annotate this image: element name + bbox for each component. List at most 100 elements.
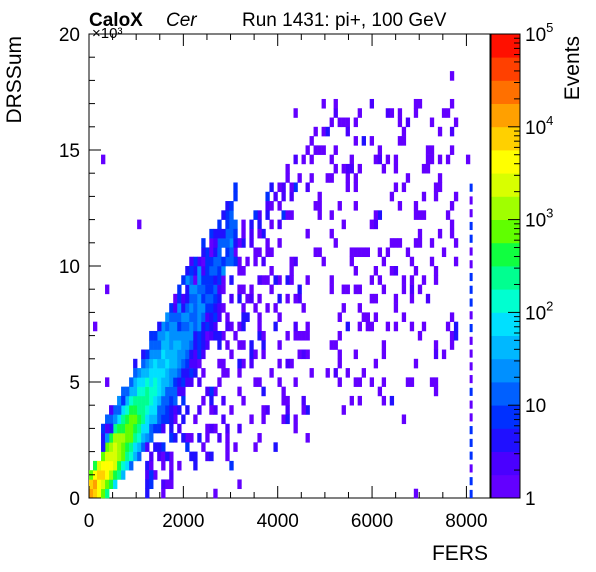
heatmap-cell: [189, 303, 194, 313]
heatmap-cell: [369, 275, 375, 285]
heatmap-cell: [161, 377, 166, 387]
heatmap-cell: [309, 368, 314, 378]
heatmap-cell: [213, 293, 218, 304]
heatmap-cell: [169, 377, 174, 387]
heatmap-cell: [201, 349, 206, 360]
heatmap-cell: [277, 201, 282, 211]
heatmap-cell: [429, 117, 435, 128]
color-scale-segment: [491, 382, 520, 406]
heatmap-cell: [141, 423, 146, 434]
heatmap-cell: [117, 405, 122, 415]
heatmap-cell: [161, 340, 166, 350]
heatmap-cell: [93, 460, 98, 471]
heatmap-cell: [341, 284, 346, 295]
heatmap-cell: [153, 442, 158, 452]
heatmap-cell: [129, 423, 134, 434]
heatmap-cell: [401, 182, 407, 193]
heatmap-cell: [121, 414, 126, 425]
heatmap-cell: [285, 405, 290, 415]
heatmap-cell: [133, 368, 138, 378]
saturation-cell: [469, 477, 473, 486]
heatmap-cell: [349, 395, 354, 406]
heatmap-cell: [169, 303, 174, 313]
heatmap-cell: [445, 154, 451, 165]
heatmap-cell: [157, 340, 162, 350]
heatmap-cell: [369, 321, 375, 332]
saturation-cell: [469, 298, 473, 307]
heatmap-cell: [265, 275, 270, 285]
heatmap-cell: [421, 191, 427, 202]
heatmap-cell: [297, 330, 302, 341]
title-left-sub: Cer: [166, 10, 197, 31]
heatmap-cell: [313, 247, 318, 258]
heatmap-cell: [165, 395, 170, 406]
heatmap-cell: [177, 349, 182, 360]
heatmap-cell: [185, 275, 190, 285]
heatmap-cell: [369, 98, 375, 109]
heatmap-cell: [141, 349, 146, 360]
heatmap-cell: [377, 247, 383, 258]
heatmap-cell: [141, 442, 146, 452]
heatmap-cell: [189, 368, 194, 378]
heatmap-cell: [333, 368, 338, 378]
saturation-cell: [469, 324, 473, 333]
heatmap-cell: [229, 201, 234, 211]
heatmap-cell: [369, 219, 375, 230]
heatmap-cell: [321, 126, 326, 137]
heatmap-cell: [185, 266, 190, 276]
heatmap-cell: [145, 414, 150, 425]
heatmap-cell: [397, 238, 403, 248]
heatmap-cell: [241, 395, 246, 406]
heatmap-cell: [209, 275, 214, 285]
heatmap-cell: [217, 228, 222, 239]
heatmap-cell: [265, 210, 270, 220]
heatmap-cell: [137, 219, 142, 230]
heatmap-cell: [305, 433, 310, 443]
heatmap-cell: [233, 330, 238, 341]
heatmap-cell: [233, 182, 238, 193]
heatmap-cell: [453, 191, 459, 202]
saturation-cell: [469, 349, 473, 358]
heatmap-cell: [181, 293, 186, 304]
heatmap-cell: [193, 414, 198, 425]
heatmap-cell: [237, 284, 242, 295]
heatmap-cell: [93, 470, 98, 480]
y-tick-label: 15: [59, 141, 80, 162]
heatmap-cell: [125, 405, 130, 415]
heatmap-cell: [253, 210, 258, 220]
heatmap-cell: [237, 386, 242, 397]
heatmap-cell: [277, 377, 282, 387]
heatmap-cell: [325, 368, 330, 378]
heatmap-cell: [153, 423, 158, 434]
heatmap-cell: [317, 191, 322, 202]
heatmap-cell: [401, 414, 407, 425]
heatmap-cell: [425, 154, 431, 165]
heatmap-cell: [277, 340, 282, 350]
heatmap-cell: [277, 293, 282, 304]
heatmap-cell: [305, 145, 310, 155]
heatmap-cell: [97, 479, 102, 490]
heatmap-cell: [193, 293, 198, 304]
heatmap-cell: [217, 247, 222, 258]
heatmap-cell: [369, 136, 375, 146]
heatmap-cell: [269, 182, 274, 193]
heatmap-cell: [157, 414, 162, 425]
heatmap-cell: [425, 293, 431, 304]
heatmap-cell: [221, 284, 226, 295]
heatmap-cell: [221, 358, 226, 369]
heatmap-cell: [165, 312, 170, 322]
heatmap-cell: [193, 460, 198, 471]
heatmap-cell: [105, 377, 110, 387]
heatmap-cell: [209, 395, 214, 406]
heatmap-cell: [157, 395, 162, 406]
heatmap-cell: [373, 219, 379, 230]
heatmap-cell: [197, 349, 202, 360]
heatmap-cell: [465, 154, 471, 165]
heatmap-cell: [141, 358, 146, 369]
heatmap-cell: [193, 266, 198, 276]
heatmap-cell: [141, 377, 146, 387]
heatmap-cell: [213, 256, 218, 267]
heatmap-cell: [257, 228, 262, 239]
heatmap-cell: [229, 256, 234, 267]
heatmap-cell: [377, 386, 383, 397]
